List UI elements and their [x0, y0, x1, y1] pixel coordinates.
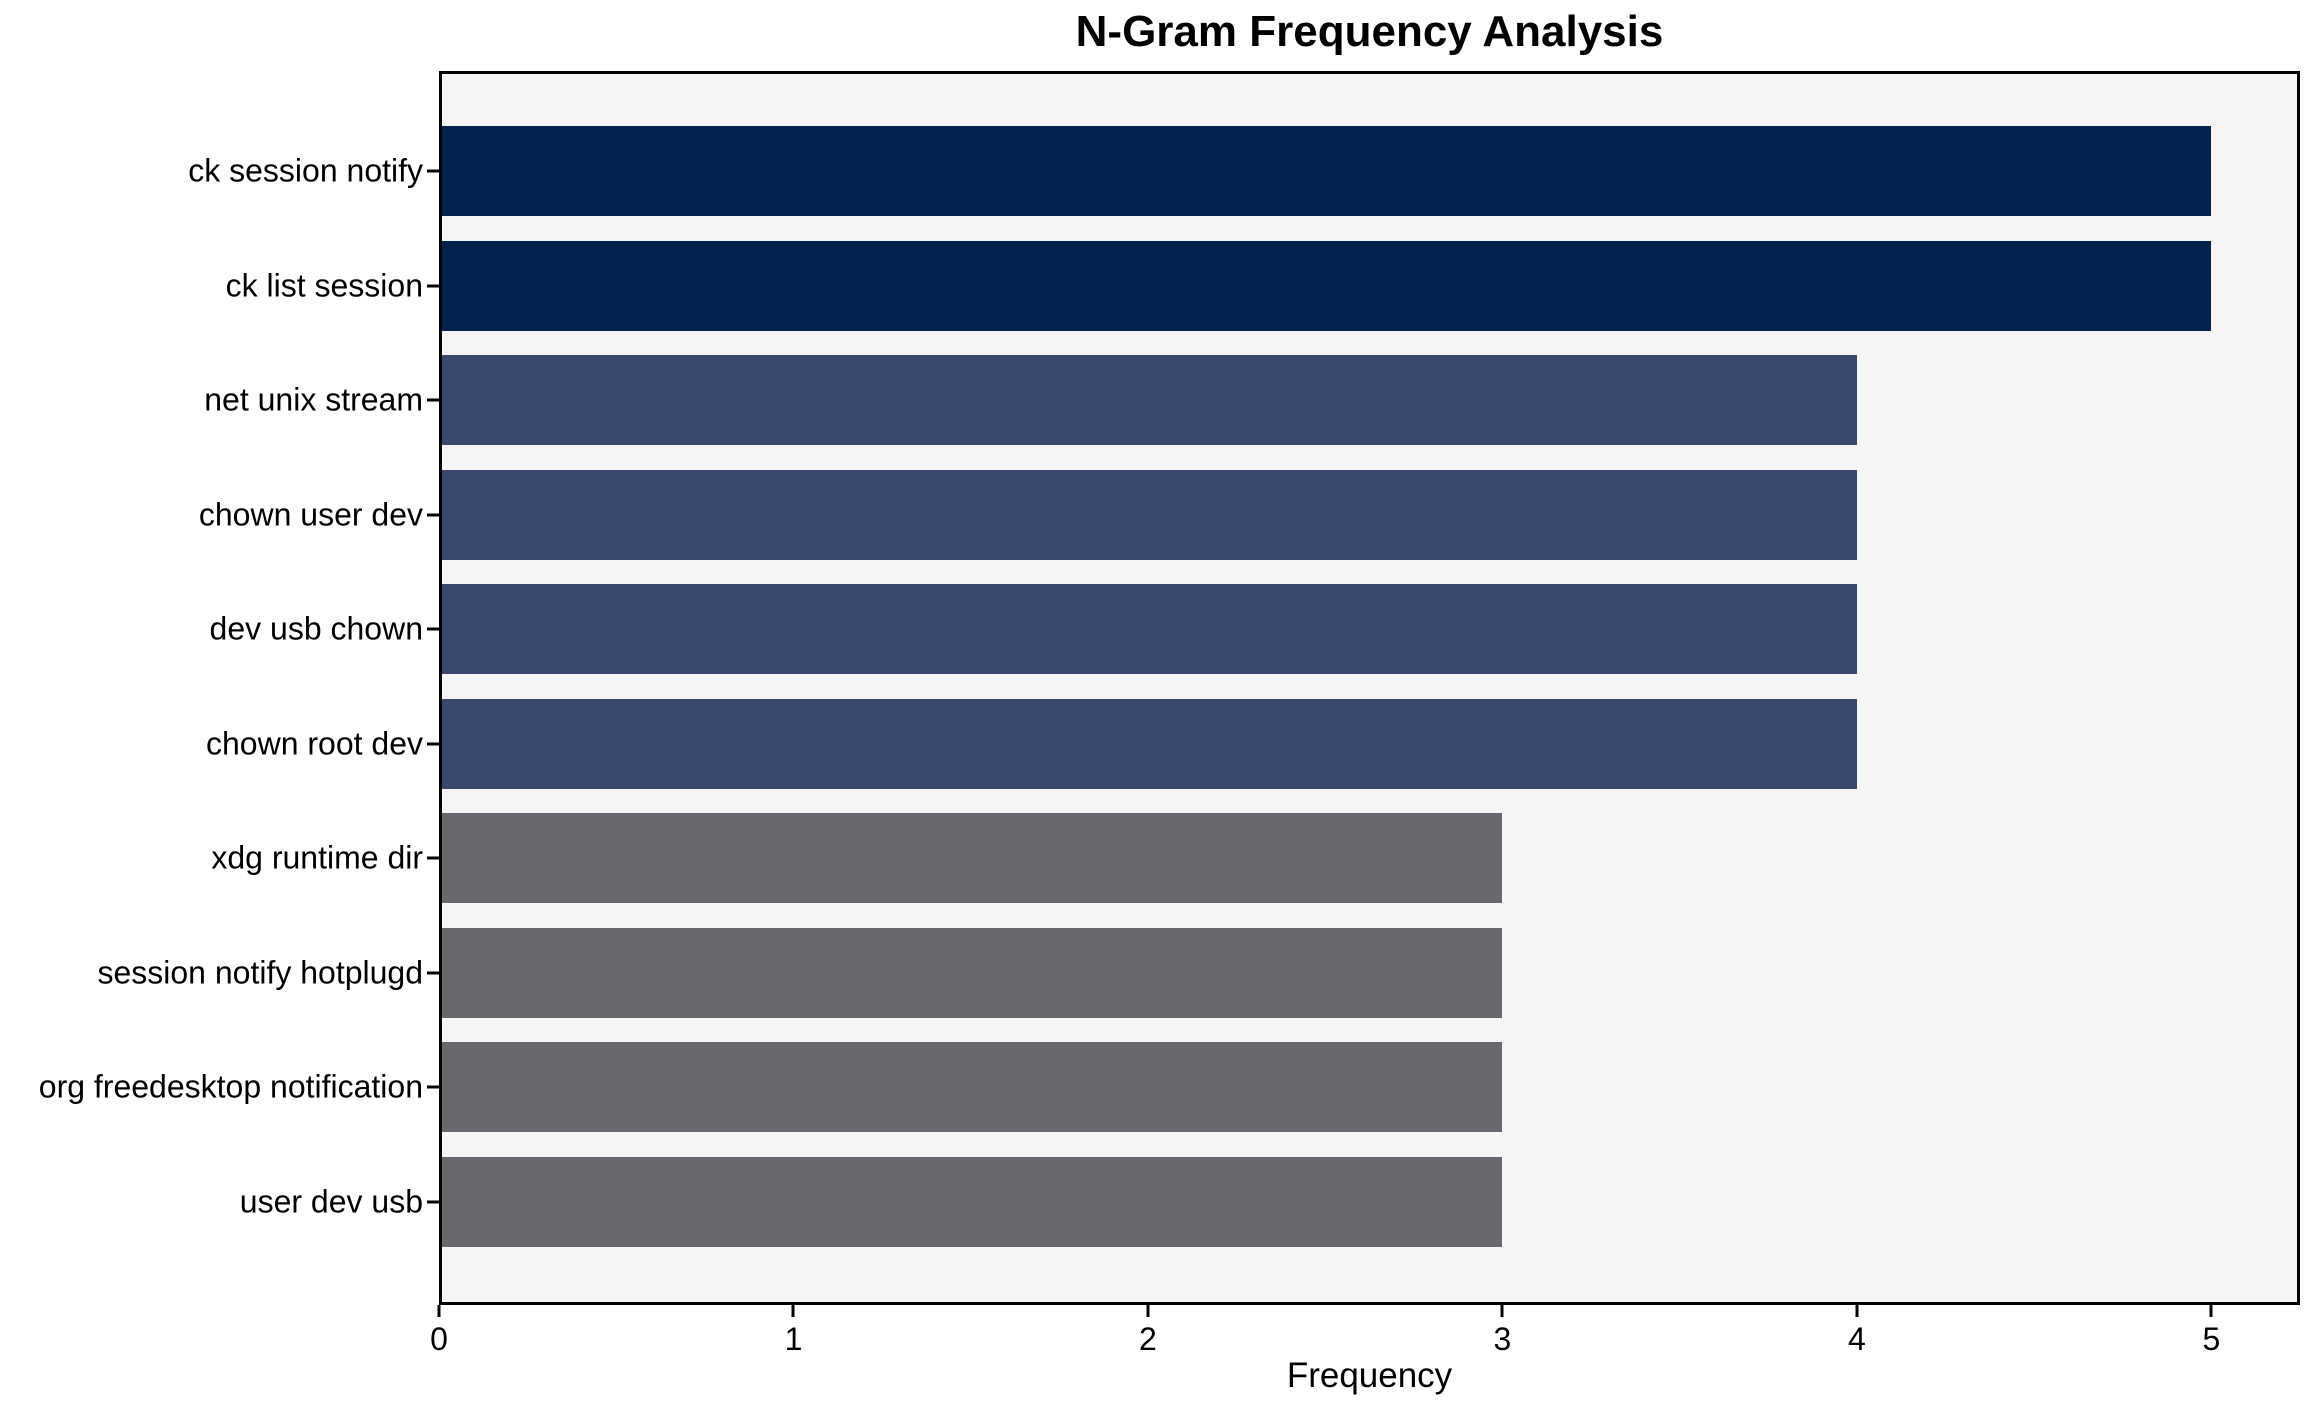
y-axis-ticks	[427, 71, 439, 1305]
plot-area	[439, 71, 2300, 1305]
bar-user-dev-usb	[439, 1156, 1503, 1247]
bar-session-notify-hotplugd	[439, 927, 1503, 1018]
y-tick-mark	[427, 398, 439, 402]
bar-xdg-runtime-dir	[439, 813, 1503, 903]
chart-title: N-Gram Frequency Analysis	[1075, 7, 1664, 56]
y-axis-label: xdg runtime dir	[211, 839, 423, 876]
y-tick-mark	[427, 971, 439, 974]
y-axis-label: chown root dev	[205, 725, 423, 761]
y-axis-label: ck list session	[225, 267, 423, 303]
y-axis-label: net unix stream	[204, 381, 423, 418]
x-tick-label: 1	[784, 1321, 803, 1357]
x-tick-mark	[1500, 1305, 1504, 1317]
y-axis-label: org freedesktop notification	[38, 1068, 423, 1105]
y-tick-mark	[427, 169, 439, 173]
y-axis-label: chown user dev	[198, 496, 423, 532]
y-tick-mark	[427, 627, 439, 631]
y-axis-label: dev usb chown	[209, 610, 423, 647]
y-tick-mark	[427, 1200, 439, 1203]
x-tick-label: 0	[430, 1321, 448, 1357]
y-axis-label: ck session notify	[188, 152, 423, 189]
y-axis-labels: ck session notify ck list session net unix…	[0, 71, 423, 1305]
x-tick-label: 2	[1139, 1321, 1157, 1357]
y-tick-mark	[427, 513, 439, 516]
y-tick-mark	[427, 856, 439, 860]
x-tick-mark	[2209, 1305, 2213, 1317]
y-axis-label: user dev usb	[239, 1183, 423, 1219]
bar-chown-root-dev	[439, 698, 1857, 789]
x-tick-mark	[1855, 1305, 1859, 1317]
bar-ck-list-session	[439, 240, 2212, 331]
x-axis-title: Frequency	[1286, 1356, 1453, 1395]
x-tick-label: 4	[1847, 1321, 1866, 1357]
x-axis: 0 1 2 3 4 5	[430, 1305, 2300, 1414]
x-tick-mark	[437, 1305, 441, 1317]
y-axis-label: session notify hotplugd	[97, 954, 423, 990]
bar-org-freedesktop-notification	[439, 1042, 1503, 1132]
x-tick-mark	[791, 1305, 795, 1317]
bar-dev-usb-chown	[439, 584, 1857, 674]
x-tick-label: 3	[1493, 1321, 1512, 1357]
bar-ck-session-notify	[439, 126, 2212, 216]
y-tick-mark	[427, 1085, 439, 1089]
bar-chown-user-dev	[439, 469, 1857, 560]
bar-net-unix-stream	[439, 355, 1857, 445]
y-tick-mark	[427, 284, 439, 287]
y-tick-mark	[427, 742, 439, 745]
x-tick-label: 5	[2202, 1321, 2221, 1357]
x-tick-mark	[1146, 1305, 1150, 1317]
